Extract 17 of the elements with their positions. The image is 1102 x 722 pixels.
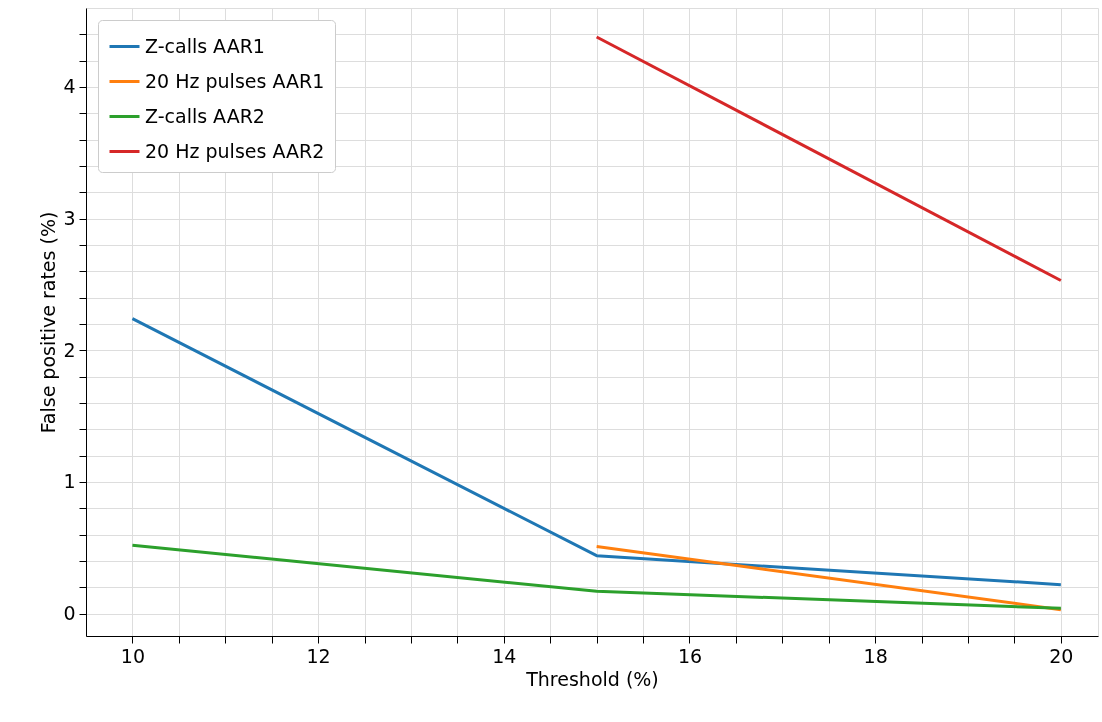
y-tick-label: 4 <box>63 75 76 98</box>
y-axis-title: False positive rates (%) <box>37 211 60 434</box>
y-tick-label: 0 <box>63 602 76 625</box>
y-tick-label: 3 <box>63 207 76 230</box>
y-tick-label: 2 <box>63 338 76 361</box>
x-tick-label: 20 <box>1049 644 1074 667</box>
x-tick-label: 14 <box>492 644 517 667</box>
x-tick-label: 18 <box>863 644 888 667</box>
legend-label: Z-calls AAR2 <box>145 104 265 127</box>
x-tick-label: 10 <box>120 644 146 667</box>
legend-label: 20 Hz pulses AAR1 <box>145 69 325 92</box>
y-tick-label: 1 <box>63 470 76 493</box>
x-tick-label: 12 <box>306 644 331 667</box>
x-tick-label: 16 <box>677 644 703 667</box>
legend-label: 20 Hz pulses AAR2 <box>145 139 325 162</box>
x-axis-title: Threshold (%) <box>525 667 659 690</box>
legend-label: Z-calls AAR1 <box>145 34 265 57</box>
